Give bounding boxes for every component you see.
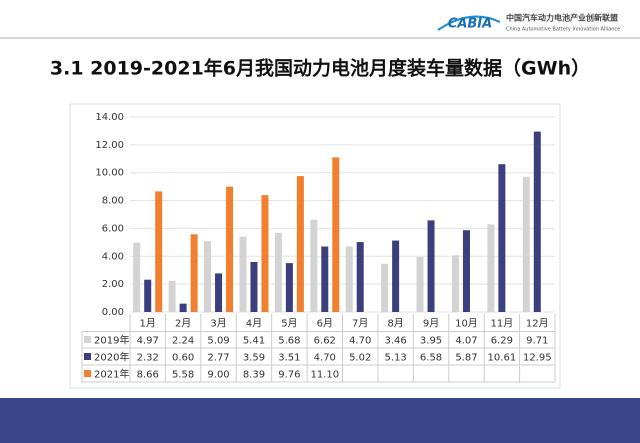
bar xyxy=(381,263,389,312)
table-value: 5.58 xyxy=(172,370,194,381)
table-value: 3.51 xyxy=(278,353,300,364)
x-tick-label: 2月 xyxy=(175,318,191,330)
legend-swatch xyxy=(84,336,91,343)
x-tick-label: 9月 xyxy=(423,318,439,330)
bar xyxy=(522,176,530,312)
table-value: 10.61 xyxy=(488,353,517,364)
y-tick-label: 2.00 xyxy=(102,279,124,290)
bar xyxy=(261,195,269,312)
legend-swatch xyxy=(84,353,91,360)
bar xyxy=(345,246,353,312)
x-tick-label: 4月 xyxy=(246,318,262,330)
table-value: 6.62 xyxy=(314,336,336,347)
bar xyxy=(250,261,258,312)
table-value: 5.68 xyxy=(278,336,300,347)
bar xyxy=(155,191,163,312)
legend-label: 2020年 xyxy=(94,351,129,364)
logo: CABIA xyxy=(448,17,492,32)
table-value: 2.32 xyxy=(137,353,159,364)
table-value: 2.24 xyxy=(172,336,194,347)
table-value: 11.10 xyxy=(310,370,339,381)
y-tick-label: 6.00 xyxy=(102,223,124,234)
table-value: 5.41 xyxy=(243,336,265,347)
bar xyxy=(462,230,470,312)
y-tick-label: 10.00 xyxy=(95,168,124,179)
y-tick-label: 12.00 xyxy=(95,140,124,151)
org-en: China Automotive Battery Innovation Alli… xyxy=(506,27,620,33)
bar xyxy=(416,256,424,312)
table-value: 5.09 xyxy=(207,336,229,347)
table-value: 5.02 xyxy=(349,353,371,364)
table-value: 3.59 xyxy=(243,353,265,364)
bar xyxy=(239,236,247,312)
bar xyxy=(321,246,329,312)
table-value: 9.00 xyxy=(207,370,229,381)
y-tick-label: 4.00 xyxy=(102,251,124,262)
y-tick-label: 0.00 xyxy=(102,307,124,318)
table-value: 4.70 xyxy=(314,353,336,364)
org-cn: 中国汽车动力电池产业创新联盟 xyxy=(506,13,618,23)
bar xyxy=(190,234,198,312)
table-value: 5.87 xyxy=(455,353,477,364)
x-tick-label: 12月 xyxy=(526,318,549,330)
bar xyxy=(179,303,187,312)
logo-swoosh xyxy=(437,15,501,31)
bar xyxy=(204,241,212,312)
bar xyxy=(274,232,282,312)
table-value: 9.71 xyxy=(526,336,548,347)
x-tick-label: 11月 xyxy=(491,318,514,330)
legend-label: 2021年 xyxy=(94,368,129,381)
bar xyxy=(226,186,234,312)
x-tick-label: 5月 xyxy=(281,318,297,330)
table-value: 8.39 xyxy=(243,370,265,381)
x-tick-label: 1月 xyxy=(140,318,156,330)
table-value: 3.46 xyxy=(384,336,406,347)
table-value: 4.70 xyxy=(349,336,371,347)
bar xyxy=(144,279,152,312)
bar xyxy=(533,131,541,312)
bar xyxy=(310,219,318,312)
table-value: 12.95 xyxy=(523,353,552,364)
y-tick-label: 8.00 xyxy=(102,196,124,207)
bar xyxy=(498,164,506,312)
x-tick-label: 6月 xyxy=(317,318,333,330)
table-value: 3.95 xyxy=(420,336,442,347)
x-tick-label: 8月 xyxy=(387,318,403,330)
legend-swatch xyxy=(84,370,91,377)
table-value: 6.29 xyxy=(491,336,513,347)
bar xyxy=(332,157,340,312)
bar xyxy=(427,220,435,312)
table-value: 2.77 xyxy=(207,353,229,364)
bar xyxy=(356,242,364,312)
legend-label: 2019年 xyxy=(94,334,129,347)
bar xyxy=(215,273,223,312)
table-value: 0.60 xyxy=(172,353,194,364)
table-value: 9.76 xyxy=(278,370,300,381)
table-value: 8.66 xyxy=(137,370,159,381)
bar xyxy=(487,224,495,312)
bar xyxy=(451,255,459,312)
y-tick-label: 14.00 xyxy=(95,112,124,123)
bar xyxy=(285,263,293,312)
table-value: 6.58 xyxy=(420,353,442,364)
table-value: 4.97 xyxy=(137,336,159,347)
chart-title: 3.1 2019-2021年6月我国动力电池月度装车量数据（GWh） xyxy=(50,57,590,80)
bar xyxy=(296,176,304,312)
x-tick-label: 10月 xyxy=(455,318,478,330)
table-value: 5.13 xyxy=(384,353,406,364)
table-value: 4.07 xyxy=(455,336,477,347)
x-tick-label: 7月 xyxy=(352,318,368,330)
x-tick-label: 3月 xyxy=(210,318,226,330)
bar xyxy=(168,280,176,312)
footer-band xyxy=(0,398,640,443)
bar xyxy=(133,242,141,312)
bar xyxy=(392,240,400,312)
